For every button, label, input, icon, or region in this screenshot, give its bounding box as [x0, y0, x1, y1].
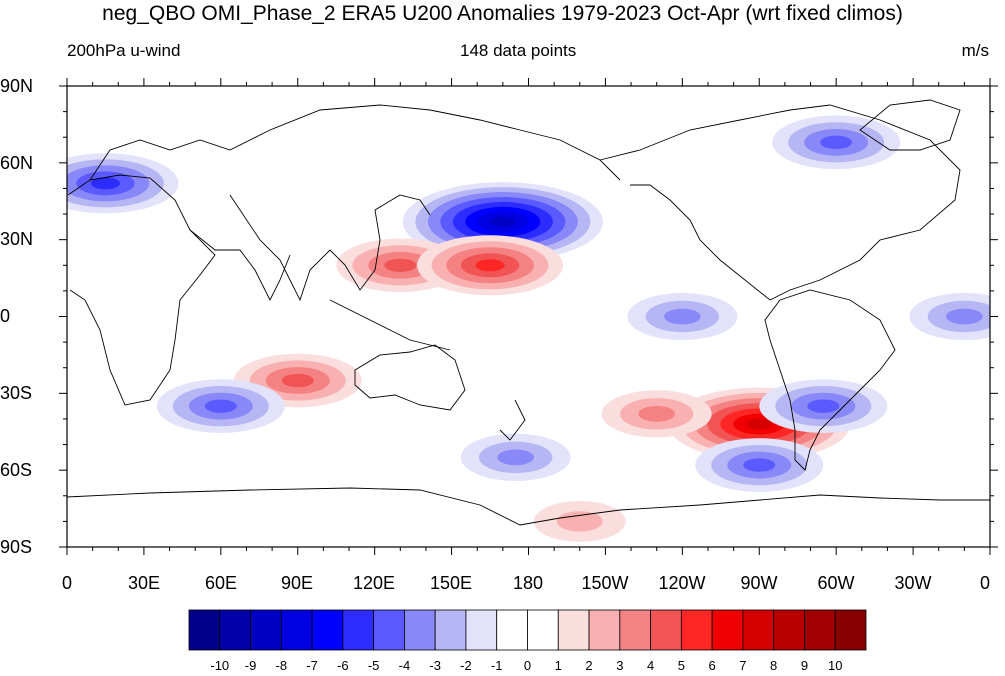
subtitle-left: 200hPa u-wind [67, 41, 181, 60]
lat-tick-label: 90N [0, 76, 34, 96]
colorbar-label: -1 [490, 658, 503, 673]
anomaly-contour [638, 405, 676, 422]
colorbar-box [773, 609, 805, 651]
colorbar-box [588, 609, 621, 651]
anomaly-contour [497, 449, 535, 466]
lon-tick-label: 30E [127, 573, 161, 593]
anomaly-contour [90, 177, 121, 190]
colorbar-label: -4 [398, 658, 411, 673]
colorbar-label: 5 [677, 658, 685, 673]
colorbar [188, 609, 867, 651]
colorbar-label: -5 [367, 658, 380, 673]
lon-tick-label: 30W [894, 573, 932, 593]
colorbar-label: 8 [770, 658, 778, 673]
lat-tick-label: 60N [0, 153, 34, 173]
lon-tick-label: 60W [817, 573, 855, 593]
colorbar-box [311, 609, 344, 651]
colorbar-box [650, 609, 682, 651]
colorbar-box [280, 609, 313, 651]
colorbar-box [527, 609, 559, 651]
colorbar-box [804, 609, 836, 651]
anomaly-contour [281, 373, 314, 388]
colorbar-label: 7 [739, 658, 747, 673]
anomaly-contour [820, 135, 853, 150]
anomaly-contour [746, 418, 773, 430]
colorbar-box [465, 609, 498, 651]
anomaly-contour [743, 458, 776, 472]
colorbar-label: -9 [244, 658, 257, 673]
lon-tick-label: 120E [352, 573, 396, 593]
anomaly-field [67, 99, 990, 542]
anomaly-contour [946, 308, 983, 325]
colorbar-box [742, 609, 775, 651]
anomaly-contour [475, 259, 505, 272]
colorbar-label: -10 [210, 658, 230, 673]
subtitle-center: 148 data points [460, 41, 577, 60]
colorbar-label: -8 [275, 658, 288, 673]
colorbar-label: 10 [827, 658, 843, 673]
colorbar-box [434, 609, 467, 651]
colorbar-box [250, 609, 282, 651]
colorbar-label: 6 [708, 658, 716, 673]
colorbar-label: 9 [800, 658, 809, 673]
anomaly-contour [556, 511, 603, 532]
colorbar-box [619, 609, 651, 651]
lon-tick-label: 0 [979, 573, 991, 593]
colorbar-box [496, 609, 528, 651]
colorbar-label: -2 [460, 658, 472, 673]
lat-tick-label: 0 [0, 306, 11, 326]
colorbar-box [219, 609, 251, 651]
colorbar-label: -7 [306, 658, 318, 673]
anomaly-contour [664, 308, 701, 325]
subtitle-units: m/s [961, 41, 989, 60]
anomaly-contour [490, 216, 516, 227]
lon-tick-label: 90E [280, 573, 314, 593]
lon-tick-label: 60E [204, 573, 238, 593]
colorbar-label: -6 [337, 658, 349, 673]
colorbar-box [404, 609, 436, 651]
colorbar-label: 4 [646, 658, 655, 673]
chart-title: neg_QBO OMI_Phase_2 ERA5 U200 Anomalies … [102, 2, 903, 25]
anomaly-contour [384, 258, 417, 272]
anomaly-contour [807, 399, 840, 413]
colorbar-box [188, 609, 221, 651]
colorbar-box [557, 609, 590, 651]
lat-tick-label: 30S [0, 383, 33, 403]
colorbar-box [711, 609, 744, 651]
lon-tick-label: 150E [429, 573, 473, 593]
coastlines [67, 99, 990, 526]
lon-tick-label: 90W [740, 573, 778, 593]
lon-tick-label: 180 [512, 573, 544, 593]
lon-tick-label: 120W [658, 573, 706, 593]
colorbar-box [680, 609, 713, 651]
colorbar-label: 2 [585, 658, 593, 673]
lon-tick-label: 0 [61, 573, 73, 593]
lon-tick-label: 150W [581, 573, 629, 593]
axis-ticks [59, 78, 998, 555]
colorbar-label: -3 [429, 658, 441, 673]
colorbar-box [834, 609, 867, 651]
anomaly-contour [204, 399, 237, 413]
colorbar-label: 3 [616, 658, 624, 673]
lat-tick-label: 90S [0, 537, 33, 557]
lat-tick-label: 60S [0, 460, 33, 480]
colorbar-box [373, 609, 405, 651]
colorbar-box [342, 609, 375, 651]
colorbar-label: 1 [554, 658, 562, 673]
colorbar-label: 0 [523, 658, 532, 673]
lat-tick-label: 30N [0, 229, 34, 249]
